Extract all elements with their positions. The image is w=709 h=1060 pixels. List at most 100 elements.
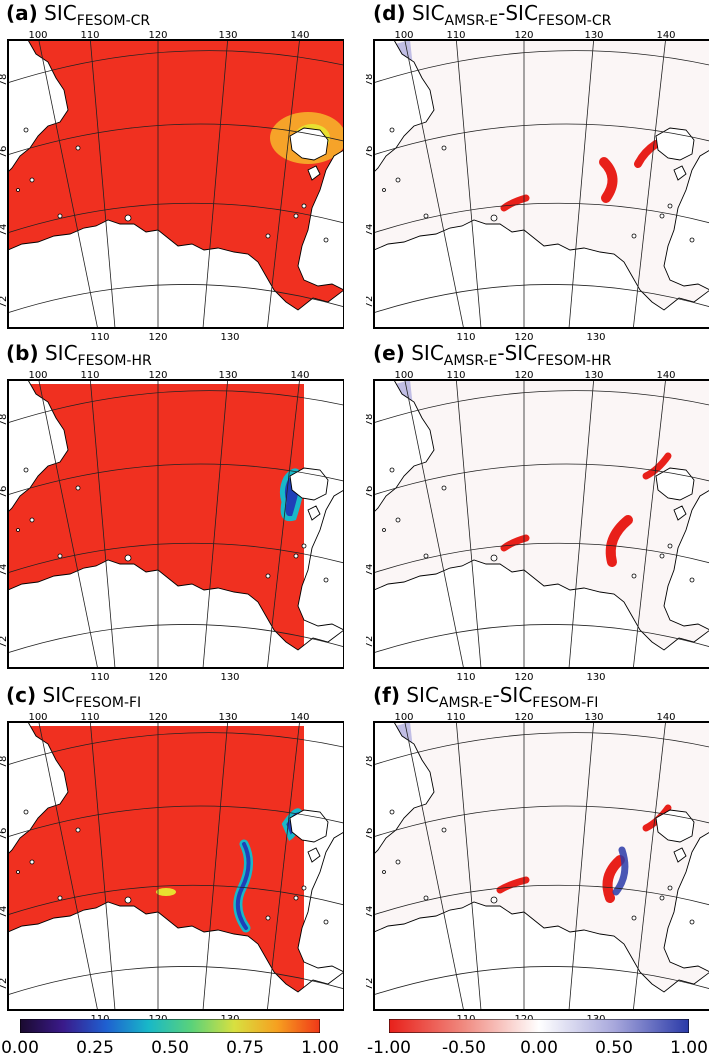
title-base: SIC bbox=[406, 683, 439, 707]
meridian-line bbox=[632, 380, 666, 668]
map-panel-c: 1001101201301401101201307876747278767472 bbox=[0, 710, 344, 1026]
map-body bbox=[8, 40, 344, 328]
lat-label-right: 74 bbox=[343, 542, 344, 555]
lon-label-bottom: 110 bbox=[456, 332, 475, 343]
island bbox=[265, 915, 271, 921]
meridian-line bbox=[38, 380, 98, 668]
island bbox=[441, 145, 447, 151]
lat-label-left: 72 bbox=[0, 296, 9, 309]
panel-title-a: (a) SICFESOM-CR bbox=[6, 2, 150, 32]
meridian-line bbox=[568, 722, 595, 1010]
coastline bbox=[655, 127, 695, 161]
map-svg: 1001101201301401101201307876747278767472 bbox=[0, 712, 344, 1025]
island bbox=[124, 896, 132, 904]
colorbar-difference-tick: 1.00 bbox=[670, 1038, 708, 1058]
map-svg: 1001101201301401101201307876747278767472 bbox=[0, 370, 344, 683]
lat-label-left: 78 bbox=[0, 756, 9, 769]
island bbox=[124, 214, 132, 222]
coastline bbox=[307, 847, 321, 863]
lon-label-bottom: 120 bbox=[148, 672, 167, 683]
colorbar-difference-gradient bbox=[388, 1018, 690, 1034]
meridian-line bbox=[632, 722, 666, 1010]
graticule bbox=[8, 380, 344, 668]
map-frame bbox=[7, 379, 344, 669]
title-base: SIC bbox=[44, 1, 77, 25]
title-sub: FESOM-CR bbox=[76, 13, 151, 29]
panel-tag: (c) bbox=[6, 683, 37, 707]
lon-label-bottom: 120 bbox=[514, 672, 533, 683]
coastline bbox=[655, 809, 695, 843]
lon-label-bottom: 110 bbox=[90, 332, 109, 343]
map-body bbox=[8, 722, 344, 1010]
lat-label-left: 76 bbox=[0, 146, 9, 159]
island bbox=[16, 188, 20, 192]
coastline bbox=[655, 467, 695, 501]
island bbox=[667, 203, 673, 209]
lon-label-top: 140 bbox=[656, 370, 675, 381]
title-sub2: FESOM-HR bbox=[537, 353, 612, 369]
lat-label-left: 72 bbox=[0, 978, 9, 991]
lat-label-left: 78 bbox=[366, 414, 375, 427]
lon-label-bottom: 130 bbox=[220, 332, 239, 343]
lon-label-top: 100 bbox=[28, 370, 47, 381]
lat-label-left: 72 bbox=[366, 296, 375, 309]
island bbox=[323, 919, 329, 925]
island bbox=[16, 870, 20, 874]
lon-label-top: 110 bbox=[446, 712, 465, 723]
island bbox=[57, 895, 63, 901]
title-base: SIC bbox=[42, 683, 76, 707]
lon-label-top: 140 bbox=[656, 712, 675, 723]
parallel-line bbox=[8, 123, 344, 156]
colorbar-difference-tick: -1.00 bbox=[367, 1038, 411, 1058]
graticule bbox=[374, 40, 709, 328]
ice-low-patch bbox=[156, 888, 176, 896]
parallel-line bbox=[374, 50, 709, 84]
lat-label-right: 74 bbox=[343, 884, 344, 897]
lon-label-top: 130 bbox=[218, 712, 237, 723]
panel-title-f: (f) SICAMSR-E-SICFESOM-FI bbox=[373, 684, 598, 714]
lat-label-left: 72 bbox=[0, 636, 9, 649]
coastline bbox=[663, 150, 709, 291]
lon-label-top: 130 bbox=[218, 370, 237, 381]
meridian-line bbox=[568, 40, 595, 328]
map-body bbox=[374, 722, 709, 1010]
island bbox=[57, 553, 63, 559]
island bbox=[23, 467, 29, 473]
lon-label-top: 130 bbox=[584, 370, 603, 381]
island bbox=[631, 573, 637, 579]
map-svg: 1001101201301401101201307876747278767472 bbox=[0, 30, 344, 343]
lon-label-bottom: 130 bbox=[586, 332, 605, 343]
map-frame bbox=[373, 721, 709, 1011]
parallel-line bbox=[8, 463, 344, 496]
lon-label-top: 100 bbox=[394, 712, 413, 723]
lat-label-left: 78 bbox=[0, 414, 9, 427]
lon-label-top: 120 bbox=[514, 30, 533, 41]
lon-label-top: 130 bbox=[584, 30, 603, 41]
panel-tag: (a) bbox=[6, 1, 38, 25]
parallel-line bbox=[374, 463, 709, 496]
coastline bbox=[297, 831, 344, 973]
island bbox=[301, 543, 307, 549]
graticule bbox=[8, 722, 344, 1010]
lat-label-right: 76 bbox=[343, 130, 344, 143]
island bbox=[293, 553, 299, 559]
coastline bbox=[8, 722, 69, 855]
lat-label-right: 78 bbox=[343, 740, 344, 753]
coastline bbox=[297, 149, 344, 291]
island bbox=[490, 554, 498, 562]
title-sub2: FESOM-CR bbox=[537, 13, 612, 29]
lon-label-top: 120 bbox=[148, 370, 167, 381]
island bbox=[29, 517, 35, 523]
coastline bbox=[673, 505, 687, 521]
coastline bbox=[8, 380, 69, 513]
colorbar-concentration-tick: 0.75 bbox=[226, 1038, 264, 1058]
graticule bbox=[374, 722, 709, 1010]
meridian-line bbox=[202, 40, 229, 328]
island bbox=[382, 528, 386, 532]
title-base2: -SIC bbox=[497, 341, 538, 365]
lon-label-top: 130 bbox=[584, 712, 603, 723]
coastline bbox=[8, 40, 69, 173]
island bbox=[29, 177, 35, 183]
lon-label-bottom: 110 bbox=[90, 672, 109, 683]
lat-label-left: 76 bbox=[366, 486, 375, 499]
